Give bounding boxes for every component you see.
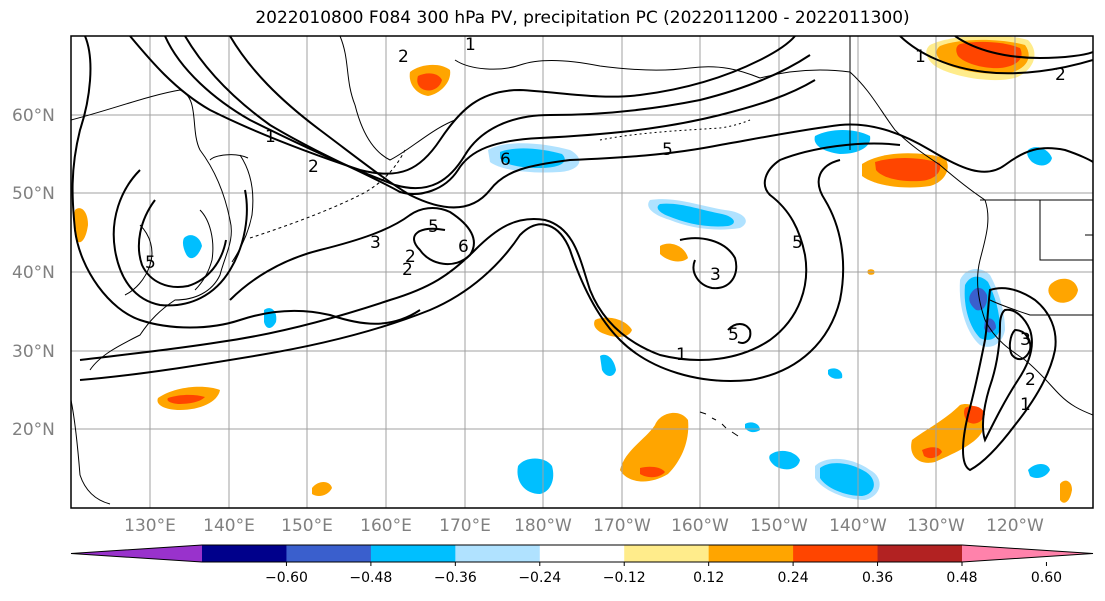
lon-label: 180°W (514, 516, 572, 536)
contour-label: 5 (792, 233, 803, 253)
lon-label: 160°W (671, 516, 729, 536)
lat-label: 60°N (12, 106, 55, 126)
colorbar-tick-label: −0.24 (518, 570, 561, 586)
colorbar-segment (624, 545, 710, 562)
lon-label: 120°W (986, 516, 1044, 536)
colorbar-tick-label: −0.36 (434, 570, 477, 586)
colorbar-segment (539, 545, 625, 562)
colorbar-tick-label: 0.48 (946, 570, 977, 586)
colorbar-segment (286, 545, 372, 562)
contour-labels: 1 2 3 2 2 5 6 6 5 3 5 5 1 5 2 1 1 2 3 2 … (145, 35, 1066, 415)
contour-label: 1 (265, 127, 276, 147)
contour-label: 2 (398, 47, 409, 67)
lon-label: 130°E (124, 516, 176, 536)
latitude-labels: 60°N 50°N 40°N 30°N 20°N (12, 106, 55, 440)
contour-label: 1 (676, 345, 687, 365)
lon-label: 170°W (593, 516, 651, 536)
contour-label: 5 (428, 217, 439, 237)
contour-label: 1 (1020, 395, 1031, 415)
contour-label: 6 (500, 150, 511, 170)
contour-label: 6 (458, 237, 469, 257)
colorbar-segment (202, 545, 287, 562)
colorbar-outline (70, 544, 1094, 563)
colorbar-segment (370, 545, 456, 562)
map-title: 2022010800 F084 300 hPa PV, precipitatio… (255, 8, 910, 28)
map-frame (70, 35, 1094, 509)
lon-label: 130°W (907, 516, 965, 536)
coastlines (71, 36, 1093, 505)
lon-label: 140°W (829, 516, 887, 536)
colorbar-tick-label: −0.12 (603, 570, 646, 586)
pv-contours (71, 36, 1093, 472)
contour-label: 1 (465, 35, 476, 55)
lat-label: 50°N (12, 184, 55, 204)
lon-label: 150°W (750, 516, 808, 536)
contour-label: 2 (1025, 370, 1036, 390)
contour-label: 1 (915, 47, 926, 67)
colorbar-tick-label: −0.60 (265, 570, 308, 586)
lat-label: 20°N (12, 420, 55, 440)
precip-positive-shading (73, 36, 1078, 503)
contour-label: 5 (662, 140, 673, 160)
lon-label: 140°E (203, 516, 255, 536)
contour-label: 5 (145, 253, 156, 273)
lon-label: 160°E (360, 516, 412, 536)
precip-negative-shading (182, 130, 1052, 500)
contour-label: 5 (728, 325, 739, 345)
colorbar: −0.60 −0.48 −0.36 −0.24 −0.12 0.12 0.24 0.36 0.4… (70, 544, 1094, 586)
colorbar-tick-label: 0.36 (862, 570, 893, 586)
colorbar-extend-low (71, 545, 202, 562)
contour-label: 3 (370, 233, 381, 253)
contour-label: 2 (308, 157, 319, 177)
longitude-labels: 130°E 140°E 150°E 160°E 170°E 180°W 170°… (124, 516, 1044, 536)
colorbar-tick-label: −0.48 (349, 570, 392, 586)
colorbar-segment (793, 545, 879, 562)
contour-label: 2 (405, 247, 416, 267)
colorbar-segment (455, 545, 541, 562)
colorbar-tick-label: 0.60 (1031, 570, 1062, 586)
colorbar-segment (877, 545, 963, 562)
colorbar-segment (708, 545, 794, 562)
contour-label: 3 (1020, 330, 1031, 350)
lon-label: 170°E (439, 516, 491, 536)
colorbar-tick-label: 0.24 (778, 570, 809, 586)
colorbar-tick-label: 0.12 (693, 570, 724, 586)
lon-label: 150°E (281, 516, 333, 536)
contour-label: 2 (1055, 65, 1066, 85)
contour-label: 2 (402, 260, 413, 280)
colorbar-extend-high (962, 545, 1093, 562)
lat-label: 30°N (12, 342, 55, 362)
lat-label: 40°N (12, 263, 55, 283)
contour-label: 3 (710, 265, 721, 285)
